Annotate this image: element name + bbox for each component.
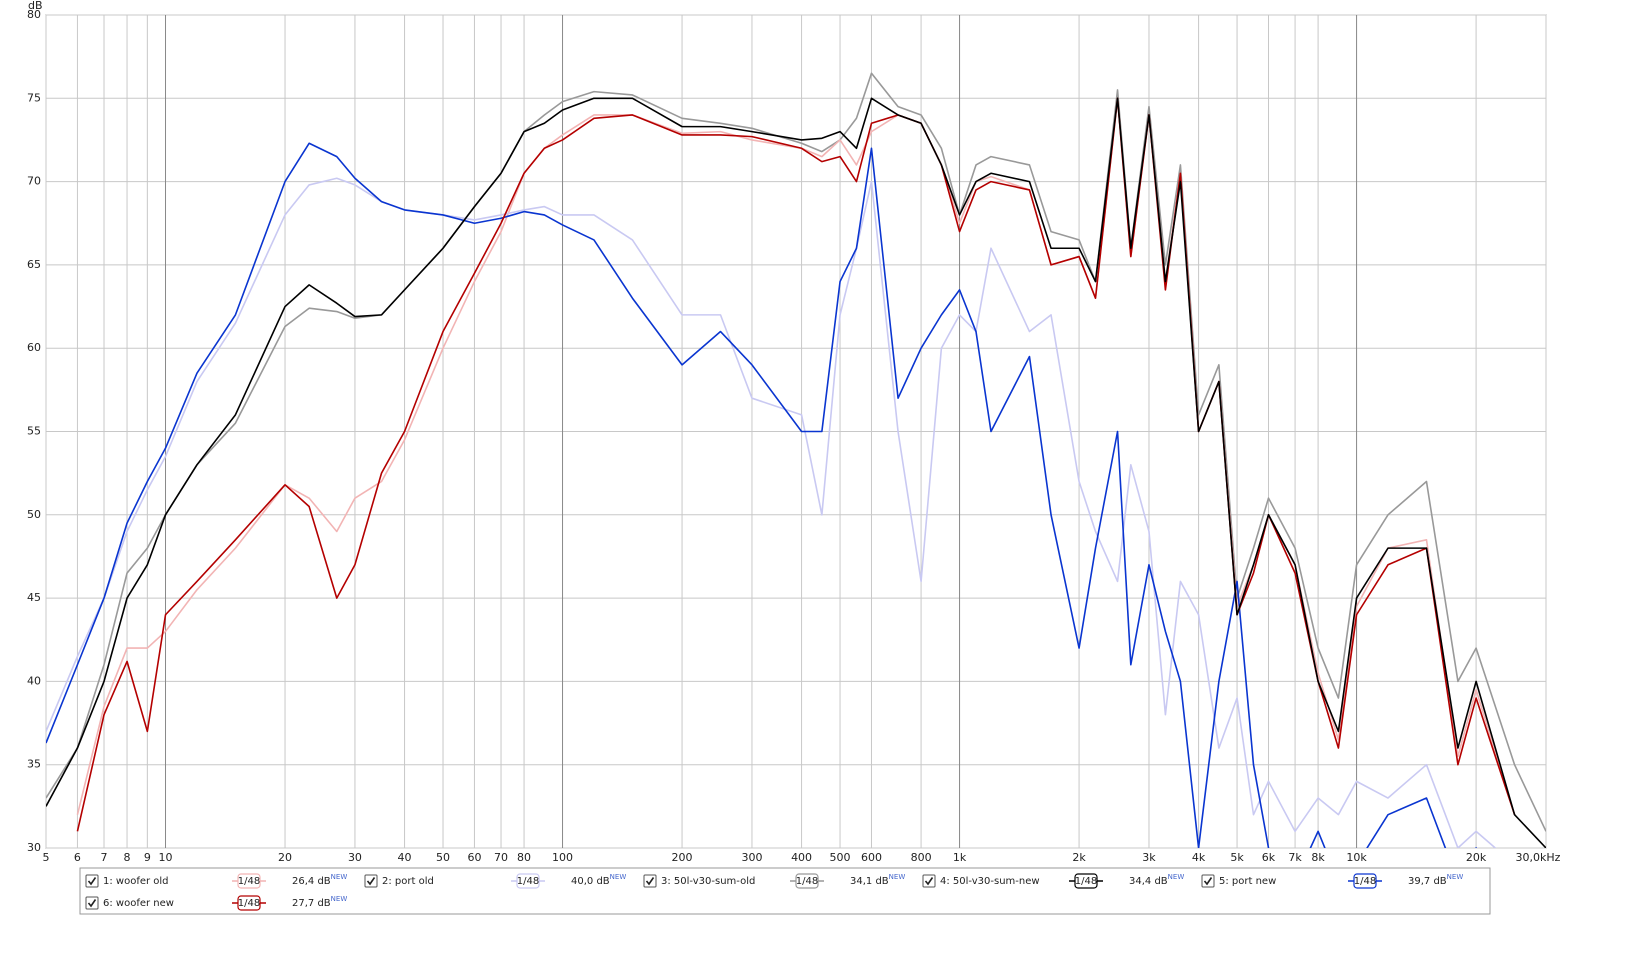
level-tag: NEW (610, 873, 627, 881)
level-tag: NEW (331, 873, 348, 881)
checkmark (87, 877, 97, 886)
legend-level: 34,4 dBNEW (1129, 873, 1184, 887)
legend-level: 27,7 dBNEW (292, 895, 347, 909)
x-tick-label: 8k (1311, 851, 1325, 864)
x-tick-label: 30,0kHz (1516, 851, 1561, 864)
x-tick-label: 100 (552, 851, 573, 864)
level-value: 34,4 dB (1129, 876, 1168, 887)
legend-level: 34,1 dBNEW (850, 873, 905, 887)
checkmark (1203, 877, 1213, 886)
smoothing-box[interactable] (516, 873, 540, 889)
x-tick-label: 8 (124, 851, 131, 864)
x-tick-label: 300 (741, 851, 762, 864)
smoothing-box[interactable] (237, 873, 261, 889)
series-line (46, 177, 1497, 848)
legend-label: 3: 50l-v30-sum-old (661, 876, 755, 887)
legend-label: 2: port old (382, 876, 434, 887)
x-tick-label: 400 (791, 851, 812, 864)
x-tick-label: 80 (517, 851, 531, 864)
y-tick-label: 55 (27, 425, 41, 438)
smoothing-label: 1/48 (238, 876, 260, 887)
checkmark (366, 877, 376, 886)
series-line (76, 97, 1516, 832)
x-tick-label: 600 (861, 851, 882, 864)
smoothing-label: 1/48 (238, 898, 260, 909)
series-line (46, 142, 1478, 848)
smoothing-label: 1/48 (517, 876, 539, 887)
level-value: 40,0 dB (571, 876, 610, 887)
legend-checkbox[interactable] (364, 874, 378, 888)
legend-checkbox[interactable] (85, 874, 99, 888)
x-tick-label: 5 (43, 851, 50, 864)
x-tick-label: 500 (830, 851, 851, 864)
y-tick-label: 45 (27, 591, 41, 604)
level-tag: NEW (1447, 873, 1464, 881)
smoothing-box[interactable] (1074, 873, 1098, 889)
x-tick-label: 6 (74, 851, 81, 864)
legend-label: 1: woofer old (103, 876, 169, 887)
legend-box (79, 867, 1491, 915)
level-value: 39,7 dB (1408, 876, 1447, 887)
x-tick-label: 50 (436, 851, 450, 864)
y-tick-label: 50 (27, 508, 41, 521)
y-tick-label: 30 (27, 841, 41, 854)
x-tick-label: 3k (1142, 851, 1156, 864)
smoothing-label: 1/48 (796, 876, 818, 887)
level-value: 27,7 dB (292, 898, 331, 909)
x-tick-label: 2k (1072, 851, 1086, 864)
y-tick-label: 70 (27, 175, 41, 188)
level-value: 34,1 dB (850, 876, 889, 887)
legend-level: 39,7 dBNEW (1408, 873, 1463, 887)
legend-level: 26,4 dBNEW (292, 873, 347, 887)
legend-label: 6: woofer new (103, 898, 174, 909)
legend-checkbox[interactable] (643, 874, 657, 888)
level-tag: NEW (889, 873, 906, 881)
x-tick-label: 800 (911, 851, 932, 864)
x-tick-label: 10k (1346, 851, 1367, 864)
legend-checkbox[interactable] (1201, 874, 1215, 888)
x-tick-label: 5k (1230, 851, 1244, 864)
smoothing-box[interactable] (795, 873, 819, 889)
x-tick-label: 10 (159, 851, 173, 864)
x-tick-label: 70 (494, 851, 508, 864)
x-tick-label: 60 (467, 851, 481, 864)
smoothing-box[interactable] (1353, 873, 1377, 889)
y-tick-label: 65 (27, 258, 41, 271)
level-tag: NEW (1168, 873, 1185, 881)
x-tick-label: 1k (953, 851, 967, 864)
legend-checkbox[interactable] (922, 874, 936, 888)
smoothing-label: 1/48 (1075, 876, 1097, 887)
checkmark (87, 899, 97, 908)
legend-checkbox[interactable] (85, 896, 99, 910)
y-tick-label: 40 (27, 674, 41, 687)
x-tick-label: 7 (101, 851, 108, 864)
x-tick-label: 9 (144, 851, 151, 864)
x-tick-label: 4k (1192, 851, 1206, 864)
legend-level: 40,0 dBNEW (571, 873, 626, 887)
x-tick-label: 20 (278, 851, 292, 864)
smoothing-label: 1/48 (1354, 876, 1376, 887)
legend-label: 4: 50l-v30-sum-new (940, 876, 1040, 887)
checkmark (645, 877, 655, 886)
level-value: 26,4 dB (292, 876, 331, 887)
x-tick-label: 20k (1466, 851, 1487, 864)
y-tick-label: 60 (27, 341, 41, 354)
series-line (46, 72, 1546, 832)
y-tick-label: 80 (27, 8, 41, 21)
x-tick-label: 30 (348, 851, 362, 864)
x-tick-label: 40 (398, 851, 412, 864)
smoothing-box[interactable] (237, 895, 261, 911)
series-line (46, 97, 1546, 848)
legend-label: 5: port new (1219, 876, 1276, 887)
checkmark (924, 877, 934, 886)
y-axis-label: dB (28, 0, 43, 12)
y-tick-label: 35 (27, 758, 41, 771)
x-tick-label: 6k (1262, 851, 1276, 864)
level-tag: NEW (331, 895, 348, 903)
y-tick-label: 75 (27, 91, 41, 104)
x-tick-label: 200 (672, 851, 693, 864)
x-tick-label: 7k (1288, 851, 1302, 864)
